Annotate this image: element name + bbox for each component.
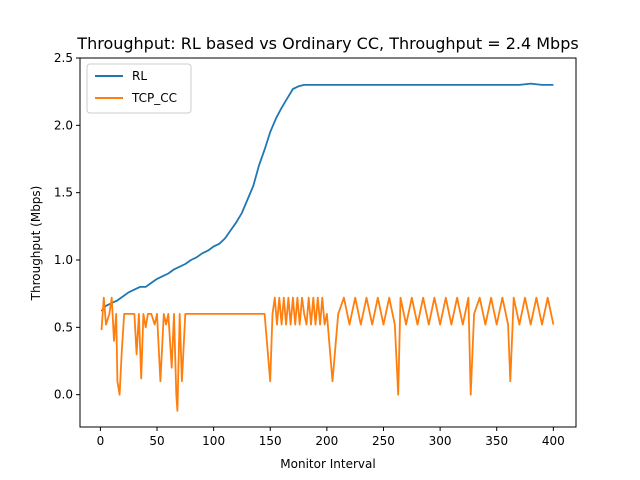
y-tick-label: 0.0 (54, 388, 73, 402)
chart-title: Throughput: RL based vs Ordinary CC, Thr… (76, 34, 578, 53)
x-tick-label: 350 (485, 434, 508, 448)
series-line-rl (100, 82, 554, 312)
axes-frame (79, 57, 577, 428)
x-tick-label: 0 (97, 434, 105, 448)
plot-area (79, 57, 577, 428)
x-tick-label: 150 (259, 434, 282, 448)
x-tick-label: 50 (149, 434, 164, 448)
x-axis-ticks: 0 50 100 150 200 250 300 350 400 (97, 427, 565, 448)
x-tick-label: 100 (202, 434, 225, 448)
x-tick-label: 300 (429, 434, 452, 448)
x-tick-label: 200 (315, 434, 338, 448)
legend: RL TCP_CC (86, 63, 192, 114)
y-axis-ticks: 0.0 0.5 1.0 1.5 2.0 2.5 (54, 51, 80, 402)
series-layer (100, 82, 555, 412)
y-tick-label: 1.0 (54, 253, 73, 267)
y-tick-label: 2.0 (54, 118, 73, 132)
y-axis-label: Throughput (Mbps) (29, 186, 43, 302)
x-axis-label: Monitor Interval (280, 457, 375, 471)
x-tick-label: 250 (372, 434, 395, 448)
legend-label-tcp-cc: TCP_CC (131, 91, 177, 105)
y-tick-label: 0.5 (54, 320, 73, 334)
series-line-tcp-cc (100, 296, 555, 412)
legend-label-rl: RL (132, 69, 147, 83)
y-tick-label: 1.5 (54, 186, 73, 200)
y-tick-label: 2.5 (54, 51, 73, 65)
x-tick-label: 400 (542, 434, 565, 448)
